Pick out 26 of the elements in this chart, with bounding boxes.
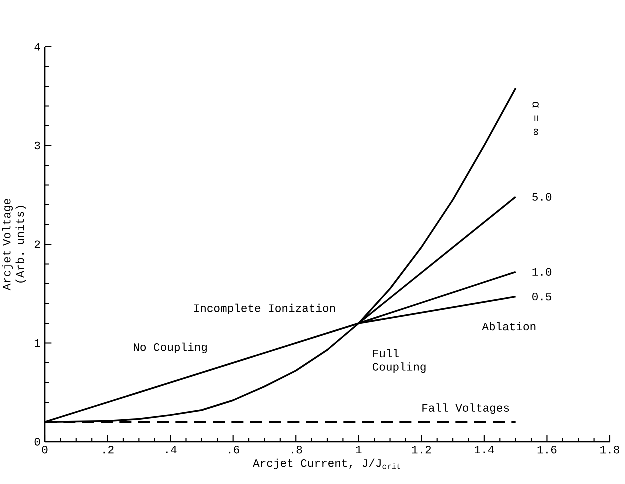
x-tick-label: .4 xyxy=(166,446,177,454)
annotation: No Coupling xyxy=(134,342,207,354)
x-tick-label: 0 xyxy=(42,446,48,454)
x-tick-label: 1.2 xyxy=(412,446,432,454)
y-axis-title: Arcjet Voltage (Arb. units) xyxy=(2,199,26,291)
x-tick-label: 1.6 xyxy=(538,446,557,454)
x-tick-label: 1.4 xyxy=(475,446,494,454)
x-tick-label: .6 xyxy=(229,446,240,454)
series-label: Fall Voltages xyxy=(422,404,510,414)
y-tick-label: 3 xyxy=(34,142,40,150)
text: α = ∞ xyxy=(532,102,539,136)
series-label: 5.0 xyxy=(532,193,552,201)
y-tick-label: 0 xyxy=(34,438,40,446)
x-tick-label: .2 xyxy=(104,446,114,454)
y-tick-label: 2 xyxy=(34,240,40,248)
annotation: Ablation xyxy=(482,322,536,331)
x-tick-label: 1 xyxy=(356,446,362,454)
y-tick-label: 1 xyxy=(34,340,40,347)
annotation: Full Coupling xyxy=(372,349,426,374)
x-axis-title: Arcjet Current, J/J$_{crit}$ xyxy=(253,458,400,470)
series-label: 0.5 xyxy=(532,292,552,301)
x-tick-label: .8 xyxy=(292,446,302,454)
series-label: 1.0 xyxy=(532,268,552,276)
annotation: Incomplete Ionization xyxy=(194,304,336,314)
y-tick-label: 4 xyxy=(34,43,40,51)
x-tick-label: 1.8 xyxy=(600,446,620,454)
